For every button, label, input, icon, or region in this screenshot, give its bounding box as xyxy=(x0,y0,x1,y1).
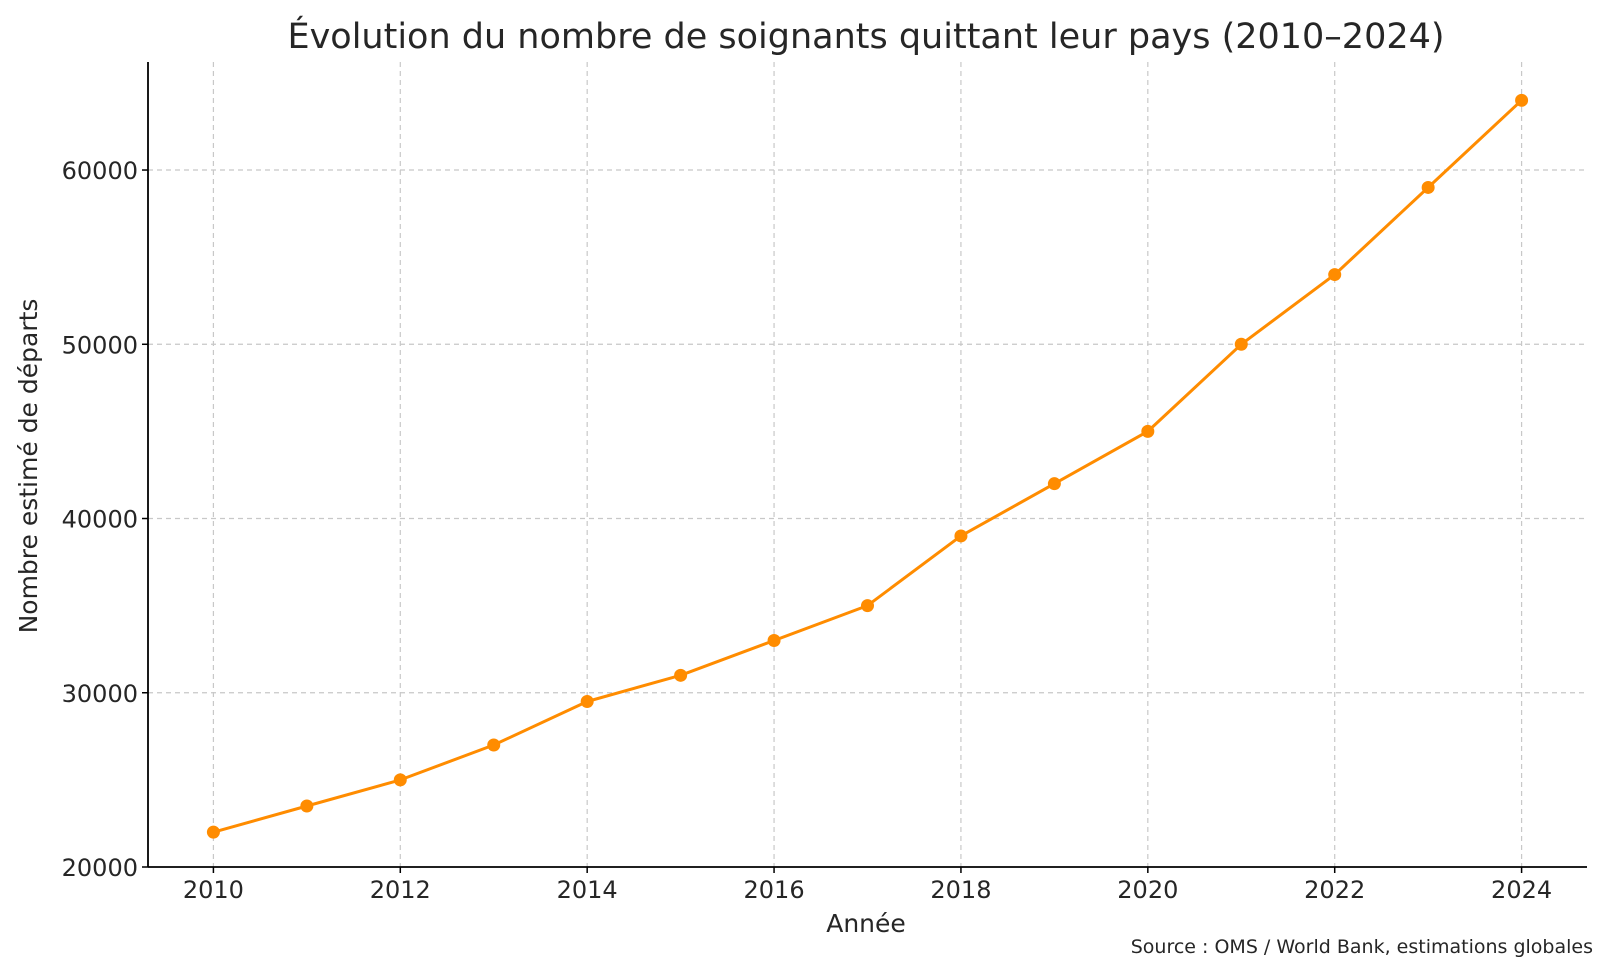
y-tick-label: 40000 xyxy=(62,506,138,534)
series xyxy=(206,93,1529,839)
y-tick-label: 60000 xyxy=(62,157,138,185)
data-point xyxy=(767,633,781,647)
data-point xyxy=(1421,180,1435,194)
data-point xyxy=(954,529,968,543)
x-tick-label: 2016 xyxy=(744,876,805,904)
data-point xyxy=(674,668,688,682)
data-point xyxy=(1141,424,1155,438)
data-point xyxy=(580,694,594,708)
axes xyxy=(147,62,1587,868)
x-axis-label: Année xyxy=(826,909,906,938)
data-point xyxy=(300,799,314,813)
data-point xyxy=(206,825,220,839)
data-point xyxy=(1047,477,1061,491)
ticks: 2010 2012 2014 2016 2018 2020 2022 2024 20000 300… xyxy=(62,157,1552,904)
grid xyxy=(148,62,1587,867)
data-point xyxy=(861,599,874,613)
x-tick-label: 2018 xyxy=(930,876,991,904)
y-tick-label: 20000 xyxy=(62,854,138,882)
series-line xyxy=(211,98,1524,834)
y-tick-label: 30000 xyxy=(62,680,138,708)
data-point xyxy=(487,738,501,752)
x-tick-label: 2010 xyxy=(183,876,244,904)
chart-title: Évolution du nombre de soignants quittan… xyxy=(287,15,1444,57)
y-tick-label: 50000 xyxy=(62,331,138,359)
data-point xyxy=(1234,337,1248,351)
data-point xyxy=(1328,268,1342,282)
x-tick-label: 2022 xyxy=(1304,876,1365,904)
x-tick-label: 2012 xyxy=(370,876,431,904)
source-note: Source : OMS / World Bank, estimations g… xyxy=(1131,936,1593,958)
y-axis-label: Nombre estimé de départs xyxy=(14,299,43,634)
data-point xyxy=(393,773,407,787)
x-tick-label: 2014 xyxy=(557,876,618,904)
x-tick-label: 2024 xyxy=(1491,876,1552,904)
x-tick-label: 2020 xyxy=(1117,876,1178,904)
data-point xyxy=(1515,93,1529,107)
